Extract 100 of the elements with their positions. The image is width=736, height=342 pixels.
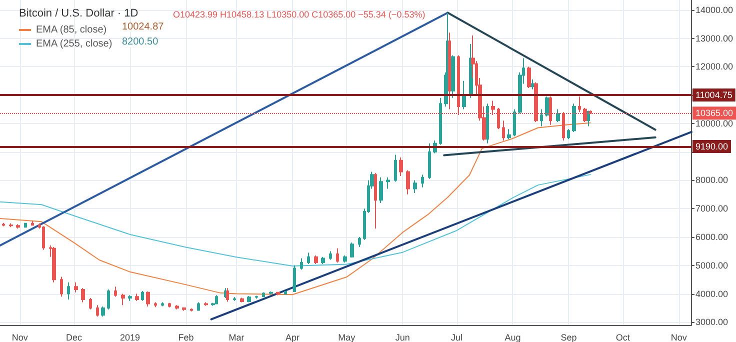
candlestick [527, 66, 531, 88]
candlestick [215, 294, 218, 304]
candlestick [74, 282, 78, 293]
candlestick [421, 174, 424, 188]
candlestick [96, 304, 99, 317]
candlestick [439, 97, 442, 146]
x-tick-label: Nov [670, 332, 688, 342]
candlestick [462, 80, 466, 110]
legend-label: EMA (255, close) [36, 38, 112, 50]
candlestick [386, 176, 390, 190]
candlestick [379, 176, 383, 204]
candlestick [31, 220, 34, 226]
annotation: 10024.87 [122, 22, 164, 32]
candlestick [358, 236, 361, 248]
candlestick [399, 157, 403, 176]
candlestick [24, 222, 27, 228]
candlestick [448, 32, 451, 110]
y-tick-label: 14000.00 [695, 4, 734, 15]
candlestick [135, 293, 139, 302]
candlestick [9, 222, 13, 228]
candlestick [394, 154, 397, 182]
candlestick [343, 254, 347, 264]
candlestick [190, 308, 193, 312]
candlestick [89, 298, 92, 310]
candlestick [572, 103, 576, 132]
y-tick-label: 10000.00 [695, 118, 734, 128]
x-tick-label: Nov [12, 332, 28, 342]
candlestick [154, 302, 157, 308]
candlestick [182, 306, 186, 312]
candlestick [556, 108, 560, 123]
candlestick [128, 294, 132, 302]
candlestick [247, 296, 251, 303]
line-series [0, 122, 591, 296]
candlestick [284, 290, 287, 296]
candlestick [67, 282, 70, 300]
candlestick [101, 306, 105, 317]
candlestick [321, 256, 325, 264]
candlestick [406, 170, 410, 195]
candlestick [114, 286, 117, 298]
ref-line-label: 9190.00 [695, 141, 728, 152]
candlestick [428, 142, 431, 180]
candlestick [507, 128, 511, 140]
candlestick [350, 242, 354, 258]
x-tick-label: Feb [178, 332, 194, 342]
candlestick [175, 304, 179, 310]
x-tick-label: Jul [451, 332, 463, 342]
ref-line-label: 10365.00 [695, 108, 734, 118]
candlestick [413, 180, 417, 194]
candlestick [168, 302, 171, 308]
candlestick [107, 289, 110, 310]
y-tick-label: 13000.00 [695, 33, 734, 44]
y-tick-label: 8000.00 [695, 175, 728, 186]
y-tick-label: 3000.00 [695, 317, 728, 328]
y-tick-label: 7000.00 [695, 204, 728, 214]
x-tick-label: Oct [616, 332, 630, 342]
candlestick [161, 302, 164, 307]
candlestick [545, 96, 549, 117]
candlestick [255, 295, 258, 300]
line-series [0, 174, 591, 266]
candlestick [52, 246, 56, 283]
ref-line-label: 11004.75 [695, 90, 732, 100]
candlestick [226, 288, 229, 302]
candlestick [276, 292, 280, 296]
candlestick [240, 297, 244, 303]
candlestick [374, 172, 377, 229]
candlestick [567, 128, 570, 140]
y-tick-label: 5000.00 [695, 260, 728, 270]
x-tick-label: May [338, 332, 356, 342]
candlestick [269, 291, 273, 295]
candlestick [121, 293, 125, 306]
candlestick [60, 276, 63, 298]
candlestick [531, 78, 534, 90]
x-tick-label: Sep [560, 332, 577, 342]
candlestick [204, 302, 208, 306]
candlestick [16, 224, 20, 229]
y-tick-label: 6000.00 [695, 232, 728, 242]
text: Bitcoin / U.S. Dollar · 1D [19, 8, 138, 20]
candlestick [336, 248, 339, 264]
candlestick [587, 110, 590, 127]
candlestick [307, 252, 310, 264]
candlestick [233, 296, 236, 302]
candlestick [141, 290, 144, 302]
candlestick [300, 258, 303, 270]
candlestick [314, 254, 318, 264]
candlestick [2, 222, 5, 227]
candlestick [197, 302, 200, 312]
candlestick [540, 108, 543, 127]
x-tick-label: Dec [66, 332, 83, 342]
candlestick [486, 103, 489, 144]
candlestick [81, 288, 85, 303]
x-tick-label: Aug [504, 332, 521, 342]
candlestick [262, 292, 265, 298]
x-tick-label: Jun [395, 332, 410, 342]
candlestick [329, 250, 332, 260]
legend-label: EMA (85, close) [36, 24, 107, 36]
x-tick-label: Mar [228, 332, 244, 342]
y-tick-label: 12000.00 [695, 62, 734, 72]
candlestick [146, 291, 150, 308]
y-tick-label: 4000.00 [695, 288, 728, 299]
annotation: 8200.50 [122, 36, 159, 48]
